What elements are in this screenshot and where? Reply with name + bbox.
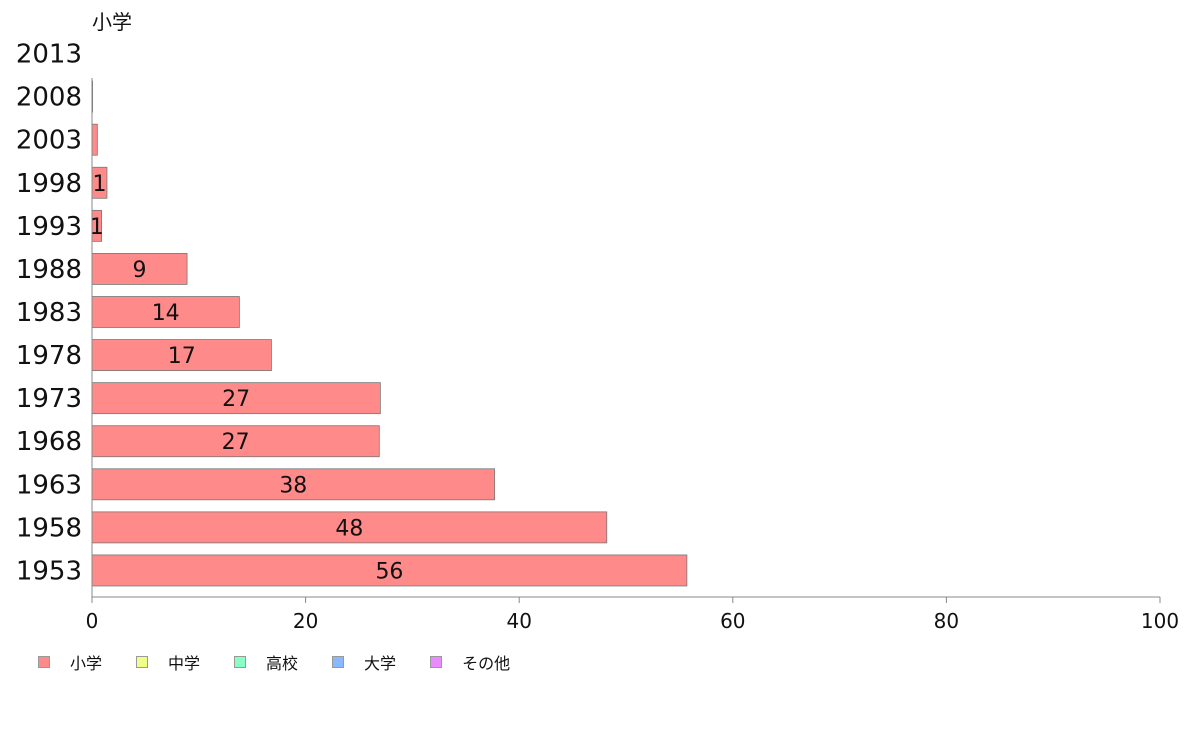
y-tick-label: 1998 xyxy=(16,169,82,199)
legend-item: 大学 xyxy=(332,650,396,674)
legend-swatch xyxy=(332,656,345,668)
legend-label: 中学 xyxy=(168,654,201,673)
x-tick-label: 80 xyxy=(934,609,959,633)
legend-item: その他 xyxy=(430,650,510,674)
legend-item: 中学 xyxy=(136,650,200,674)
bar xyxy=(91,425,380,458)
y-tick-label: 2008 xyxy=(16,83,82,113)
y-tick-label: 1988 xyxy=(16,255,82,285)
y-tick-label: 2003 xyxy=(16,126,82,156)
y-tick-label: 1973 xyxy=(16,384,82,414)
legend-label: 小学 xyxy=(70,654,103,673)
y-tick-label: 1958 xyxy=(16,513,82,543)
legend-item: 高校 xyxy=(234,650,298,674)
y-tick-label: 1953 xyxy=(16,556,82,586)
legend: 小学 中学 高校 大学 その他 xyxy=(38,650,544,674)
data-label: 38 xyxy=(279,473,307,498)
data-label: 1 xyxy=(92,172,106,197)
x-tick-label: 100 xyxy=(1141,609,1179,633)
y-tick-label: 1968 xyxy=(16,427,82,457)
data-label: 27 xyxy=(222,430,250,455)
y-tick-label: 1963 xyxy=(16,470,82,500)
bar xyxy=(91,511,608,544)
data-label: 48 xyxy=(335,516,363,541)
data-label: 17 xyxy=(168,344,196,369)
data-label: 14 xyxy=(152,301,180,326)
legend-label: 大学 xyxy=(364,654,397,673)
legend-swatch xyxy=(234,656,247,668)
data-label: 1 xyxy=(90,215,104,240)
data-label: 56 xyxy=(375,559,403,584)
y-tick-label: 2013 xyxy=(16,40,82,70)
legend-item: 小学 xyxy=(38,650,102,674)
x-tick-label: 20 xyxy=(293,609,318,633)
y-tick-label: 1993 xyxy=(16,212,82,242)
x-tick-label: 60 xyxy=(720,609,745,633)
bar xyxy=(91,296,240,328)
bar xyxy=(91,468,496,501)
x-tick-label: 40 xyxy=(506,609,531,633)
legend-swatch xyxy=(136,656,149,668)
y-tick-label: 1978 xyxy=(16,341,82,371)
legend-swatch xyxy=(430,656,443,668)
legend-label: 高校 xyxy=(266,654,299,673)
bar xyxy=(91,382,381,415)
data-label: 27 xyxy=(222,387,250,412)
chart-title: 小学 xyxy=(92,10,132,34)
legend-swatch xyxy=(38,656,50,668)
y-tick-label: 1983 xyxy=(16,298,82,328)
bar xyxy=(91,554,688,587)
legend-label: その他 xyxy=(462,654,511,673)
bar xyxy=(91,253,188,285)
data-label: 9 xyxy=(133,258,147,283)
x-tick-label: 0 xyxy=(86,609,99,633)
bar xyxy=(91,123,98,156)
